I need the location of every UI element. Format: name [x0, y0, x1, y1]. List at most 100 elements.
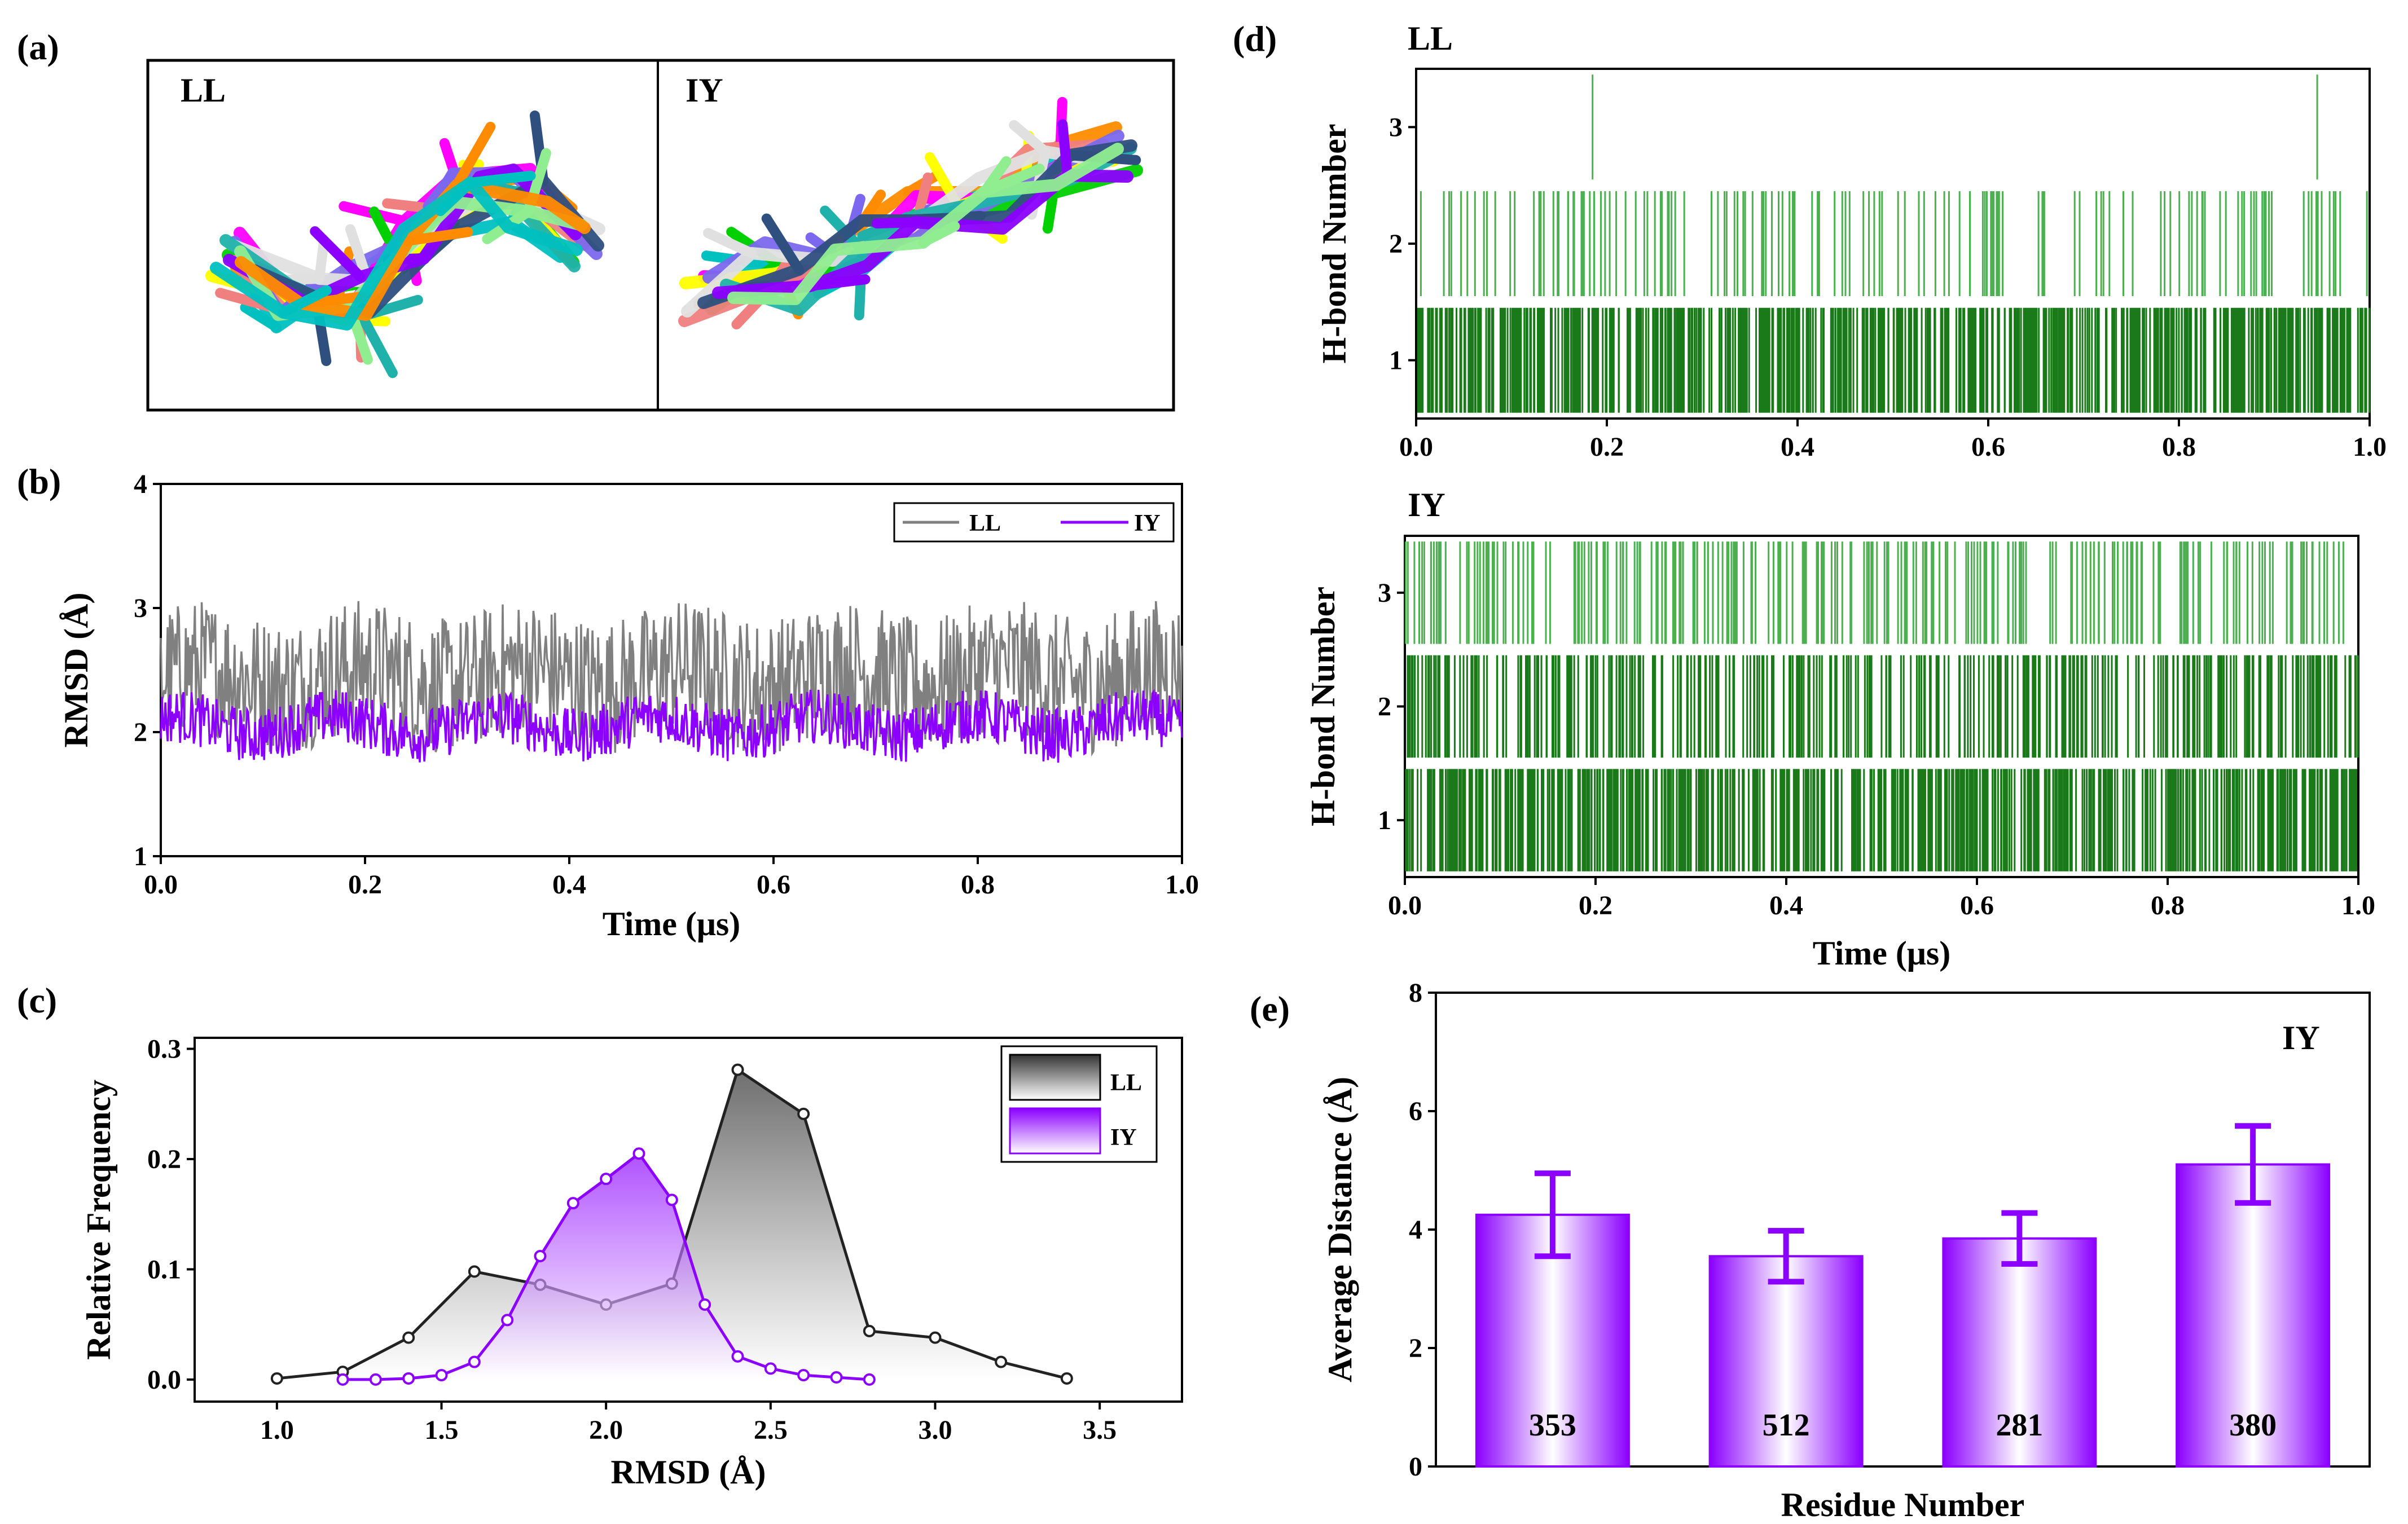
panel-label-a: (a)	[17, 27, 59, 67]
x-tick-label: 1.5	[425, 1415, 459, 1445]
legend-label-ll: LL	[969, 510, 1001, 536]
molecule-branch	[452, 121, 496, 190]
molecule-title-ll: LL	[181, 72, 226, 109]
panel-e-average-distance: 0 2 4 6 8 Residue Number Average Distance (Å) 3…	[1321, 978, 2371, 1523]
panel-d-iy-hbond: 0.0 0.2 0.4 0.6 0.8 1.0 1 2 3 Time (μs) H-bond Num…	[1304, 535, 2375, 972]
distribution-point-ll	[402, 1331, 415, 1344]
distribution-point-ll	[270, 1372, 283, 1385]
distribution-point-iy	[600, 1173, 613, 1186]
molecule-branch	[310, 226, 366, 282]
x-tick-label: 0.0	[1388, 891, 1422, 920]
molecule-branch	[403, 227, 473, 246]
x-tick-label: 0.2	[1579, 891, 1612, 920]
x-tick-label: 1.0	[2353, 432, 2387, 462]
panel-label-e: (e)	[1250, 989, 1290, 1029]
molecule-branch	[435, 178, 476, 217]
molecule-branch	[357, 311, 398, 378]
x-tick-label: 3.0	[919, 1415, 952, 1445]
y-tick-label: 2	[1378, 692, 1391, 722]
y-tick-label: 1	[1378, 805, 1391, 835]
x-axis-label: Time (μs)	[1813, 935, 1951, 972]
distribution-point-iy	[566, 1197, 579, 1210]
distribution-point-iy	[797, 1369, 810, 1382]
x-tick-label: 0.8	[2151, 891, 2185, 920]
molecule-branch	[871, 217, 920, 229]
distribution-point-iy	[698, 1298, 711, 1311]
ll-molecule-overlay	[205, 110, 605, 378]
molecule-branch	[278, 285, 332, 318]
distribution-point-iy	[402, 1372, 415, 1385]
molecule-branch	[1009, 120, 1051, 157]
legend-swatch-iy	[1009, 1107, 1101, 1155]
x-tick-label: 0.0	[1399, 432, 1433, 462]
y-tick-label: 8	[1409, 978, 1422, 1008]
distribution-point-ll	[863, 1324, 876, 1337]
x-tick-label: 2.5	[754, 1415, 788, 1445]
distribution-area-iy	[342, 1153, 869, 1380]
distribution-point-iy	[863, 1373, 876, 1386]
molecule-branch	[423, 169, 458, 212]
panel-e-inset-label: IY	[2282, 1019, 2320, 1056]
y-tick-label: 0.1	[147, 1254, 181, 1284]
x-tick-label: 0.8	[961, 870, 995, 900]
residue-label: 380	[2229, 1408, 2277, 1443]
molecule-branch	[465, 170, 536, 188]
hbond-level-2-events	[1407, 655, 2359, 758]
y-tick-label: 2	[1409, 1333, 1422, 1363]
x-axis-label: Residue Number	[1781, 1486, 2025, 1523]
panel-label-d: (d)	[1233, 19, 1277, 59]
x-tick-label: 0.6	[1960, 891, 1994, 920]
x-tick-label: 0.2	[348, 870, 382, 900]
y-tick-label: 3	[1378, 578, 1391, 608]
residue-label: 281	[1996, 1408, 2043, 1443]
plot-frame	[194, 1037, 1183, 1403]
distribution-point-ll	[468, 1265, 481, 1278]
x-axis-label: RMSD (Å)	[611, 1453, 766, 1491]
distribution-point-iy	[534, 1250, 547, 1262]
molecule-branch	[979, 164, 1045, 197]
y-tick-label: 3	[1389, 112, 1403, 142]
x-tick-label: 1.0	[2341, 891, 2375, 920]
legend-label-iy: IY	[1110, 1125, 1137, 1151]
panel-label-c: (c)	[17, 980, 57, 1020]
hbond-level-2-events	[1420, 191, 2368, 296]
x-tick-label: 0.4	[552, 870, 586, 900]
y-tick-label: 4	[1409, 1215, 1422, 1245]
x-axis-label: Time (μs)	[603, 905, 741, 942]
distance-bar	[2176, 1163, 2331, 1468]
molecule-title-iy: IY	[686, 72, 723, 109]
y-tick-label: 1	[1389, 346, 1403, 376]
legend-label-ll: LL	[1110, 1070, 1142, 1096]
distribution-point-iy	[764, 1362, 777, 1375]
distribution-point-iy	[435, 1369, 448, 1382]
distribution-point-ll	[1060, 1372, 1073, 1385]
y-tick-label: 1	[134, 842, 147, 871]
y-tick-label: 2	[1389, 229, 1403, 259]
panel-d-ll-hbond: 0.0 0.2 0.4 0.6 0.8 1.0 1 2 3 H-bond Number	[1316, 68, 2387, 462]
x-tick-label: 1.0	[1165, 870, 1199, 900]
y-axis-label: Average Distance (Å)	[1321, 1077, 1359, 1382]
molecule-branch	[240, 302, 282, 332]
panel-a: LL IY	[146, 59, 1175, 412]
x-tick-label: 0.2	[1590, 432, 1624, 462]
distribution-point-ll	[995, 1355, 1008, 1368]
distance-bar	[1942, 1237, 2097, 1468]
distribution-point-ll	[797, 1107, 810, 1120]
x-tick-label: 3.5	[1083, 1415, 1117, 1445]
hbond-ll-title: LL	[1408, 20, 1453, 57]
hbond-level-1-events	[1417, 307, 2371, 413]
y-axis-label: Relative Frequency	[80, 1080, 117, 1360]
molecule-frame	[146, 59, 1175, 412]
y-tick-label: 0	[1409, 1452, 1422, 1482]
molecule-branch	[1057, 119, 1073, 180]
molecule-branch	[314, 239, 329, 284]
distribution-point-iy	[731, 1350, 744, 1363]
hbond-level-1-events	[1405, 769, 2357, 871]
distribution-point-iy	[501, 1314, 514, 1327]
x-tick-label: 0.0	[144, 870, 178, 900]
y-axis-label: RMSD (Å)	[58, 593, 95, 748]
rmsd-series-ll	[160, 601, 1183, 757]
distribution-area-ll	[276, 1069, 1067, 1380]
molecule-branch	[1042, 188, 1058, 234]
molecule-branch	[761, 213, 804, 275]
